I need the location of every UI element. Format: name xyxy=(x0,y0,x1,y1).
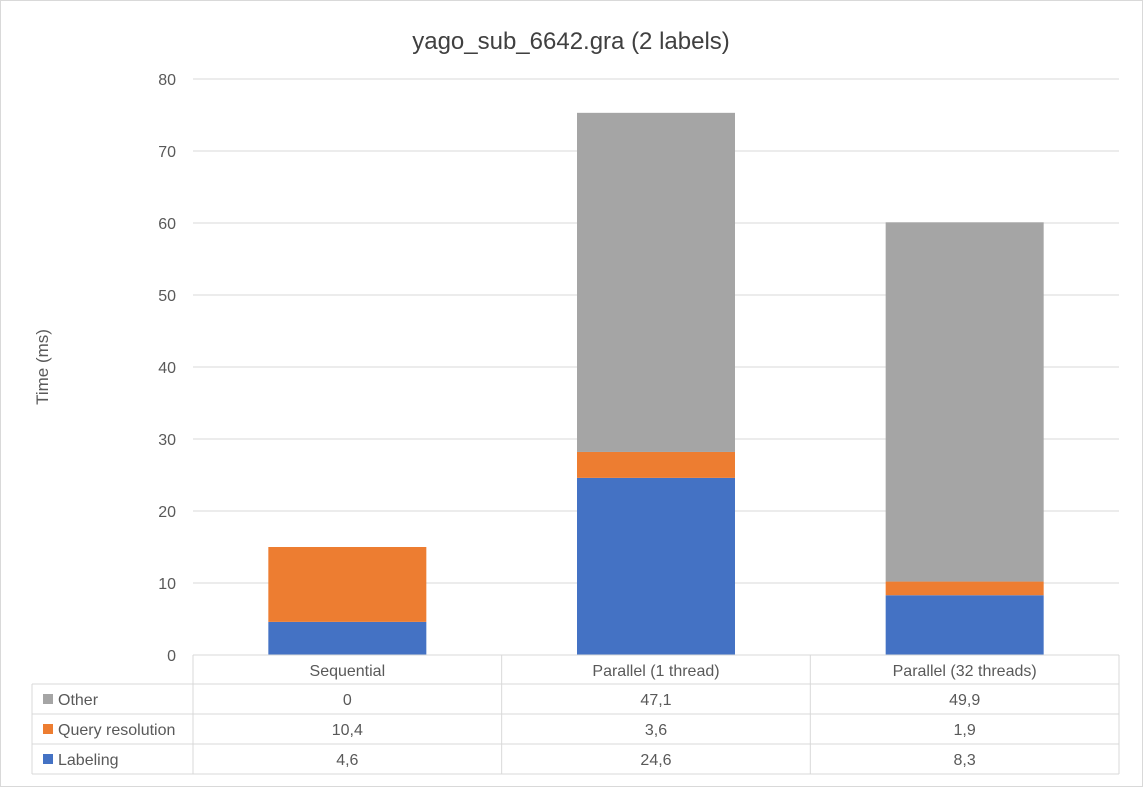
y-axis-title: Time (ms) xyxy=(33,329,52,405)
legend-label: Query resolution xyxy=(58,722,175,739)
y-tick-label: 30 xyxy=(158,432,176,449)
table-value: 47,1 xyxy=(640,692,671,709)
y-tick-label: 80 xyxy=(158,72,176,89)
table-value: 10,4 xyxy=(332,722,363,739)
legend-swatch xyxy=(43,694,53,704)
table-value: 3,6 xyxy=(645,722,667,739)
y-tick-label: 0 xyxy=(167,648,176,665)
bar-segment-query-resolution xyxy=(885,581,1044,596)
legend-swatch xyxy=(43,724,53,734)
y-tick-label: 10 xyxy=(158,576,176,593)
y-tick-label: 70 xyxy=(158,144,176,161)
legend-label: Labeling xyxy=(58,752,119,769)
bar-segment-query-resolution xyxy=(268,547,427,622)
bar-segment-labeling xyxy=(577,477,735,655)
table-value: 1,9 xyxy=(954,722,976,739)
data-table: Sequential Parallel (1 thread) Parallel (3… xyxy=(31,654,1120,775)
table-value: 49,9 xyxy=(949,692,980,709)
category-label: Parallel (32 threads) xyxy=(893,663,1037,680)
category-label: Sequential xyxy=(310,663,386,680)
y-tick-label: 40 xyxy=(158,360,176,377)
bar-segment-other xyxy=(885,222,1044,582)
y-tick-label: 20 xyxy=(158,504,176,521)
bar-segment-labeling xyxy=(268,621,427,655)
bars xyxy=(268,112,1044,655)
legend-label: Other xyxy=(58,692,99,709)
legend-swatch xyxy=(43,754,53,764)
chart-title: yago_sub_6642.gra (2 labels) xyxy=(412,28,730,55)
y-tick-label: 60 xyxy=(158,216,176,233)
table-value: 8,3 xyxy=(954,752,976,769)
table-value: 0 xyxy=(343,692,352,709)
y-tick-label: 50 xyxy=(158,288,176,305)
bar-segment-other xyxy=(577,112,735,452)
table-value: 24,6 xyxy=(640,752,671,769)
bar-segment-query-resolution xyxy=(577,451,735,478)
bar-segment-labeling xyxy=(885,595,1044,655)
category-label: Parallel (1 thread) xyxy=(592,663,719,680)
table-value: 4,6 xyxy=(336,752,358,769)
